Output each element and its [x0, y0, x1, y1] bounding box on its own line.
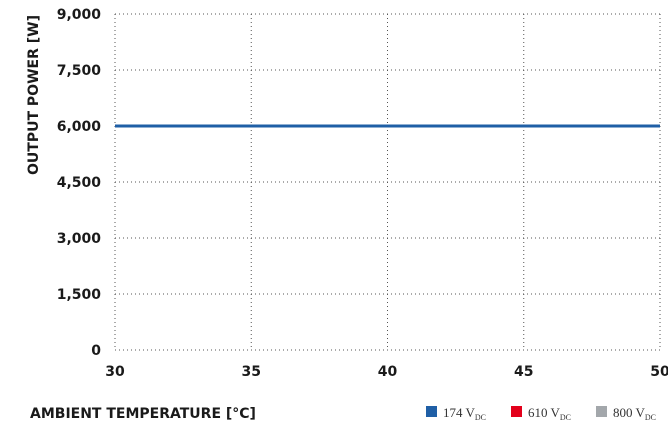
x-tick-label: 30: [105, 364, 125, 380]
x-tick-labels: 30 35 40 45 50: [105, 364, 668, 380]
x-tick-label: 45: [514, 364, 533, 380]
legend-label: 174 VDC: [443, 405, 486, 422]
y-tick-label: 1,500: [57, 287, 102, 303]
legend: 174 VDC 610 VDC 800 VDC: [426, 405, 656, 422]
legend-swatch: [426, 406, 437, 417]
legend-label: 800 VDC: [613, 405, 656, 422]
y-tick-label: 0: [91, 343, 101, 359]
legend-label: 610 VDC: [528, 405, 571, 422]
x-tick-label: 40: [378, 364, 398, 380]
y-tick-labels: 0 1,500 3,000 4,500 6,000 7,500 9,000: [57, 7, 102, 359]
y-tick-label: 6,000: [57, 119, 102, 135]
legend-swatch: [511, 406, 522, 417]
x-tick-label: 50: [650, 364, 668, 380]
legend-swatch: [596, 406, 607, 417]
x-axis-title: AMBIENT TEMPERATURE [°C]: [30, 406, 256, 422]
x-tick-label: 35: [242, 364, 261, 380]
y-tick-label: 4,500: [57, 175, 102, 191]
grid-lines: [114, 13, 661, 351]
y-tick-label: 7,500: [57, 63, 102, 79]
y-tick-label: 9,000: [57, 7, 102, 23]
y-axis-title: OUTPUT POWER [W]: [26, 15, 42, 175]
y-tick-label: 3,000: [57, 231, 102, 247]
